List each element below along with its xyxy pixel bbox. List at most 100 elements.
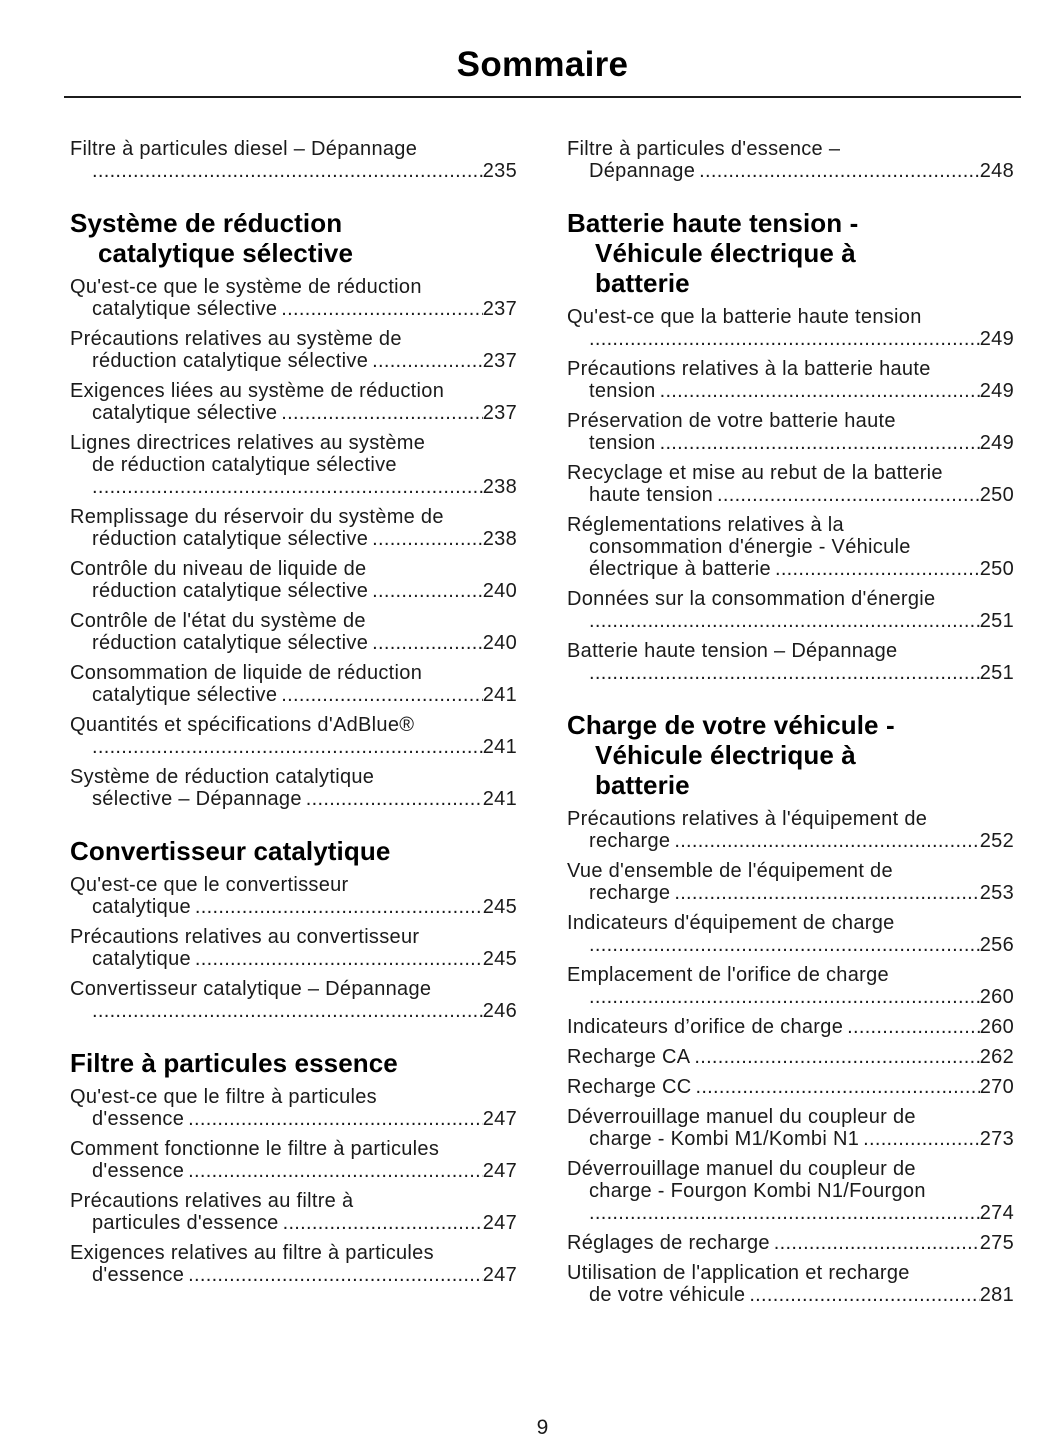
toc-entry[interactable]: Système de réduction catalytique sélectiv… bbox=[70, 766, 517, 810]
entry-page-number: 246 bbox=[482, 1000, 517, 1022]
dot-leader bbox=[660, 432, 980, 454]
dot-leader bbox=[674, 830, 979, 852]
entry-text-line: Filtre à particules diesel – Dépannage bbox=[70, 138, 418, 160]
toc-column-left: Filtre à particules diesel – Dépannage 23… bbox=[70, 138, 517, 1314]
toc-entry[interactable]: Emplacement de l'orifice de charge 260 bbox=[567, 964, 1014, 1008]
toc-entry[interactable]: Données sur la consommation d'énergie 251 bbox=[567, 588, 1014, 632]
toc-entry[interactable]: Utilisation de l'application et recharge… bbox=[567, 1262, 1014, 1306]
section-heading: Batterie haute tension - Véhicule électri… bbox=[567, 208, 1014, 298]
toc-entry[interactable]: Convertisseur catalytique – Dépannage 246 bbox=[70, 978, 517, 1022]
page-number: 9 bbox=[536, 1416, 549, 1439]
toc-entry[interactable]: Consommation de liquide de réduction cata… bbox=[70, 662, 517, 706]
entry-text-line: Consommation de liquide de réduction bbox=[70, 662, 423, 684]
toc-entry[interactable]: Précautions relatives au système de réduc… bbox=[70, 328, 517, 372]
toc-entry[interactable]: Indicateurs d'équipement de charge 256 bbox=[567, 912, 1014, 956]
toc-entry[interactable]: Recharge CA 262 bbox=[567, 1046, 1014, 1068]
toc-entry[interactable]: Indicateurs d’orifice de charge 260 bbox=[567, 1016, 1014, 1038]
entry-last-line: catalytique sélective 237 bbox=[70, 402, 517, 424]
dot-leader bbox=[281, 402, 482, 424]
toc-entry[interactable]: Précautions relatives au convertisseur ca… bbox=[70, 926, 517, 970]
entry-text-line: Filtre à particules d'essence – bbox=[567, 138, 841, 160]
toc-entry[interactable]: Exigences relatives au filtre à particul… bbox=[70, 1242, 517, 1286]
toc-section: Convertisseur catalytique Qu'est-ce que l… bbox=[70, 836, 517, 1022]
toc-entry[interactable]: Qu'est-ce que le convertisseur catalytiqu… bbox=[70, 874, 517, 918]
entry-last-line: réduction catalytique sélective 240 bbox=[70, 580, 517, 602]
toc-entry[interactable]: Réglementations relatives à la consommati… bbox=[567, 514, 1014, 580]
dot-leader bbox=[847, 1016, 980, 1038]
dot-leader bbox=[92, 736, 483, 758]
toc-entry[interactable]: Recharge CC 270 bbox=[567, 1076, 1014, 1098]
toc-entry[interactable]: Quantités et spécifications d'AdBlue® 241 bbox=[70, 714, 517, 758]
section-heading-line: Filtre à particules essence bbox=[70, 1048, 398, 1078]
entry-page-number: 260 bbox=[979, 986, 1014, 1008]
entry-page-number: 237 bbox=[482, 298, 517, 320]
toc-entry[interactable]: Filtre à particules d'essence – Dépannage… bbox=[567, 138, 1014, 182]
entry-text: Recharge CC bbox=[567, 1076, 692, 1098]
entry-last-line: d'essence 247 bbox=[70, 1108, 517, 1130]
entry-text-line: Contrôle du niveau de liquide de bbox=[70, 558, 367, 580]
entry-text: recharge bbox=[589, 830, 671, 852]
entry-text: catalytique sélective bbox=[92, 684, 278, 706]
dot-leader bbox=[281, 298, 482, 320]
toc-section: Filtre à particules essence Qu'est-ce que… bbox=[70, 1048, 517, 1286]
toc-entry[interactable]: Qu'est-ce que le système de réduction cat… bbox=[70, 276, 517, 320]
toc-entry[interactable]: Précautions relatives à la batterie haut… bbox=[567, 358, 1014, 402]
entry-text-line: Qu'est-ce que le convertisseur bbox=[70, 874, 349, 896]
toc-section: Charge de votre véhicule - Véhicule élect… bbox=[567, 710, 1014, 1306]
toc-entry[interactable]: Remplissage du réservoir du système de ré… bbox=[70, 506, 517, 550]
entry-text-line: de réduction catalytique sélective bbox=[92, 454, 397, 476]
entry-text-line: Comment fonctionne le filtre à particule… bbox=[70, 1138, 440, 1160]
toc-section: Système de réduction catalytique sélectiv… bbox=[70, 208, 517, 810]
entry-last-line: 251 bbox=[567, 610, 1014, 632]
toc-entry[interactable]: Filtre à particules diesel – Dépannage 23… bbox=[70, 138, 517, 182]
toc-entry[interactable]: Précautions relatives au filtre à particu… bbox=[70, 1190, 517, 1234]
entry-text-line: Exigences relatives au filtre à particul… bbox=[70, 1242, 434, 1264]
dot-leader bbox=[589, 986, 980, 1008]
section-heading: Charge de votre véhicule - Véhicule élect… bbox=[567, 710, 1014, 800]
entry-last-line: de votre véhicule 281 bbox=[567, 1284, 1014, 1306]
entry-text: Indicateurs d’orifice de charge bbox=[567, 1016, 844, 1038]
dot-leader bbox=[660, 380, 980, 402]
toc-entry[interactable]: Contrôle du niveau de liquide de réductio… bbox=[70, 558, 517, 602]
toc-entry[interactable]: Batterie haute tension – Dépannage 251 bbox=[567, 640, 1014, 684]
entry-page-number: 240 bbox=[482, 632, 517, 654]
toc-entry[interactable]: Exigences liées au système de réduction c… bbox=[70, 380, 517, 424]
toc-entry[interactable]: Qu'est-ce que le filtre à particules d'es… bbox=[70, 1086, 517, 1130]
entry-page-number: 241 bbox=[482, 684, 517, 706]
toc-entry[interactable]: Qu'est-ce que la batterie haute tension 2… bbox=[567, 306, 1014, 350]
toc-entry[interactable]: Comment fonctionne le filtre à particule… bbox=[70, 1138, 517, 1182]
dot-leader bbox=[188, 1264, 483, 1286]
entry-last-line: 274 bbox=[567, 1202, 1014, 1224]
section-heading: Système de réduction catalytique sélectiv… bbox=[70, 208, 517, 268]
entry-text: particules d'essence bbox=[92, 1212, 279, 1234]
toc-entry[interactable]: Déverrouillage manuel du coupleur de char… bbox=[567, 1158, 1014, 1224]
entry-last-line: 260 bbox=[567, 986, 1014, 1008]
entry-page-number: 249 bbox=[979, 328, 1014, 350]
toc-entry[interactable]: Déverrouillage manuel du coupleur de char… bbox=[567, 1106, 1014, 1150]
toc-entry[interactable]: Vue d'ensemble de l'équipement de recharg… bbox=[567, 860, 1014, 904]
entry-last-line: catalytique 245 bbox=[70, 896, 517, 918]
entry-page-number: 253 bbox=[979, 882, 1014, 904]
toc-entry[interactable]: Recyclage et mise au rebut de la batteri… bbox=[567, 462, 1014, 506]
entry-text-line: Lignes directrices relatives au système bbox=[70, 432, 426, 454]
toc-entry[interactable]: Contrôle de l'état du système de réductio… bbox=[70, 610, 517, 654]
entry-last-line: Recharge CA 262 bbox=[567, 1046, 1014, 1068]
entry-text-line: Batterie haute tension – Dépannage bbox=[567, 640, 898, 662]
toc-entry[interactable]: Réglages de recharge 275 bbox=[567, 1232, 1014, 1254]
entry-text-line: Qu'est-ce que la batterie haute tension bbox=[567, 306, 922, 328]
entry-last-line: d'essence 247 bbox=[70, 1160, 517, 1182]
toc-entry[interactable]: Lignes directrices relatives au système d… bbox=[70, 432, 517, 498]
toc-entry[interactable]: Préservation de votre batterie haute tens… bbox=[567, 410, 1014, 454]
entry-last-line: d'essence 247 bbox=[70, 1264, 517, 1286]
dot-leader bbox=[306, 788, 483, 810]
entry-text-line: Données sur la consommation d'énergie bbox=[567, 588, 936, 610]
entry-text: de votre véhicule bbox=[589, 1284, 746, 1306]
toc-entry[interactable]: Précautions relatives à l'équipement de r… bbox=[567, 808, 1014, 852]
entry-text: tension bbox=[589, 432, 656, 454]
entry-text-line: Précautions relatives à la batterie haut… bbox=[567, 358, 931, 380]
entry-text-line: Précautions relatives au convertisseur bbox=[70, 926, 420, 948]
entry-text: Recharge CA bbox=[567, 1046, 691, 1068]
entry-text-line: Utilisation de l'application et recharge bbox=[567, 1262, 910, 1284]
entry-text: catalytique sélective bbox=[92, 402, 278, 424]
entry-last-line: recharge 252 bbox=[567, 830, 1014, 852]
